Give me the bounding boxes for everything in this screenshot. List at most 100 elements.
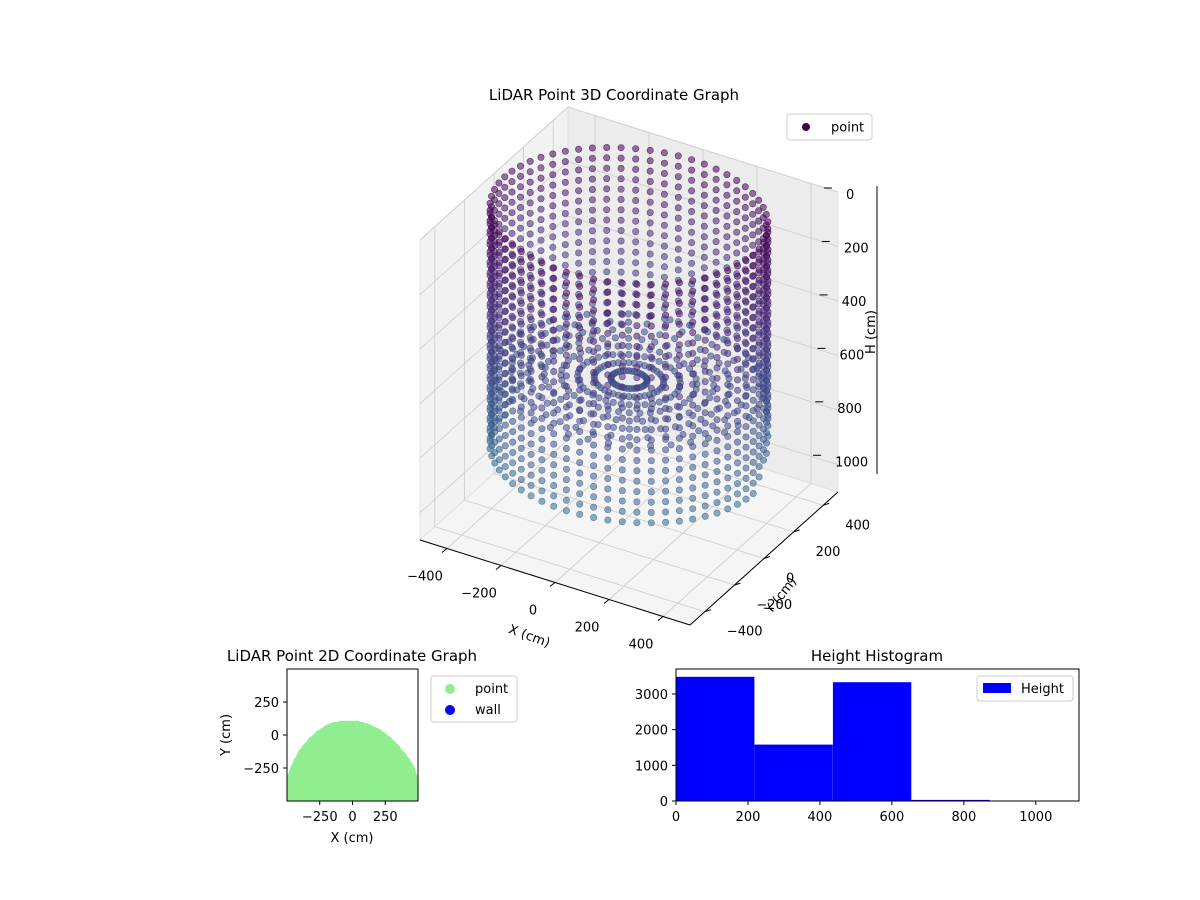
point-3d xyxy=(561,220,569,228)
point-3d xyxy=(550,419,558,427)
point-3d xyxy=(675,424,683,432)
point-3d xyxy=(733,187,741,195)
point-3d xyxy=(516,193,524,201)
point-3d xyxy=(723,181,731,189)
point-3d xyxy=(656,331,664,339)
point-3d xyxy=(604,516,612,524)
point-3d xyxy=(723,243,731,251)
point-3d xyxy=(633,342,641,350)
point-3d xyxy=(662,373,670,381)
point-3d xyxy=(550,388,558,396)
point-3d xyxy=(688,270,696,278)
point-3d xyxy=(517,486,525,494)
point-3d xyxy=(713,447,721,455)
point-3d xyxy=(527,450,535,458)
point-3d xyxy=(662,425,670,433)
point-3d xyxy=(604,392,612,400)
point-3d xyxy=(662,280,670,288)
point-3d xyxy=(674,225,682,233)
point-3d xyxy=(693,356,701,364)
point-3d xyxy=(603,185,611,193)
point-3d xyxy=(674,193,682,201)
point-3d xyxy=(576,396,584,404)
point-3d xyxy=(550,450,558,458)
point-3d xyxy=(625,334,633,342)
point-3d xyxy=(660,190,668,198)
point-3d xyxy=(550,481,558,489)
point-3d xyxy=(694,334,702,342)
point-3d xyxy=(733,407,741,415)
point-3d xyxy=(562,413,570,421)
point-3d xyxy=(646,188,654,196)
point-3d xyxy=(742,454,750,462)
point-3d xyxy=(603,268,611,276)
point-3d xyxy=(633,405,641,413)
point-3d xyxy=(595,353,603,361)
point-3d xyxy=(662,301,670,309)
point-3d xyxy=(647,312,655,320)
point-3d xyxy=(733,355,741,363)
point-3d xyxy=(495,321,503,329)
point-3d xyxy=(517,475,525,483)
point-3d xyxy=(562,434,570,442)
point-3d xyxy=(501,286,509,294)
point-3d xyxy=(590,275,598,283)
point-3d xyxy=(713,405,721,413)
point-3d xyxy=(509,252,517,260)
point-3d xyxy=(604,443,612,451)
point-3d xyxy=(741,235,749,243)
point-3d xyxy=(741,183,749,191)
point-3d xyxy=(755,307,763,315)
point-3d xyxy=(495,210,503,218)
point-3d xyxy=(517,372,525,380)
point-3d xyxy=(517,444,525,452)
point-3d xyxy=(617,154,625,162)
point-3d xyxy=(618,487,626,495)
point-3d xyxy=(662,342,670,350)
point-3d xyxy=(495,435,503,443)
point-3d xyxy=(742,329,750,337)
points-3d xyxy=(486,144,772,527)
point-3d xyxy=(491,221,499,229)
point-3d xyxy=(723,254,731,262)
point-3d xyxy=(517,413,525,421)
point-3d xyxy=(517,330,525,338)
point-3d xyxy=(733,417,741,425)
point-3d xyxy=(576,324,584,332)
point-3d xyxy=(646,229,654,237)
point-3d xyxy=(509,469,517,477)
z-tick-label-3d: 1000 xyxy=(835,455,868,470)
point-3d xyxy=(501,297,509,305)
point-3d xyxy=(495,248,503,256)
point-3d xyxy=(674,183,682,191)
point-3d xyxy=(604,506,612,514)
point-3d xyxy=(733,376,741,384)
point-3d xyxy=(689,297,697,305)
point-3d xyxy=(590,493,598,501)
point-3d xyxy=(742,485,750,493)
point-3d xyxy=(723,191,731,199)
point-3d xyxy=(603,154,611,162)
point-3d xyxy=(733,239,741,247)
point-3d xyxy=(759,352,767,360)
point-3d xyxy=(741,224,749,232)
point-3d xyxy=(749,189,757,197)
point-3d xyxy=(749,303,757,311)
point-3d xyxy=(632,155,640,163)
point-3d xyxy=(724,474,732,482)
point-3d xyxy=(584,435,592,443)
point-3d xyxy=(646,260,654,268)
point-3d xyxy=(689,339,697,347)
point-3d xyxy=(723,202,731,210)
point-3d xyxy=(755,400,763,408)
point-3d xyxy=(575,239,583,247)
point-3d xyxy=(633,519,641,527)
x-tick-3d xyxy=(495,565,502,570)
point-3d xyxy=(741,193,749,201)
point-3d xyxy=(517,424,525,432)
point-3d xyxy=(759,301,767,309)
point-3d xyxy=(701,357,709,365)
point-3d xyxy=(604,329,612,337)
point-3d xyxy=(755,255,763,263)
point-3d xyxy=(625,433,633,441)
